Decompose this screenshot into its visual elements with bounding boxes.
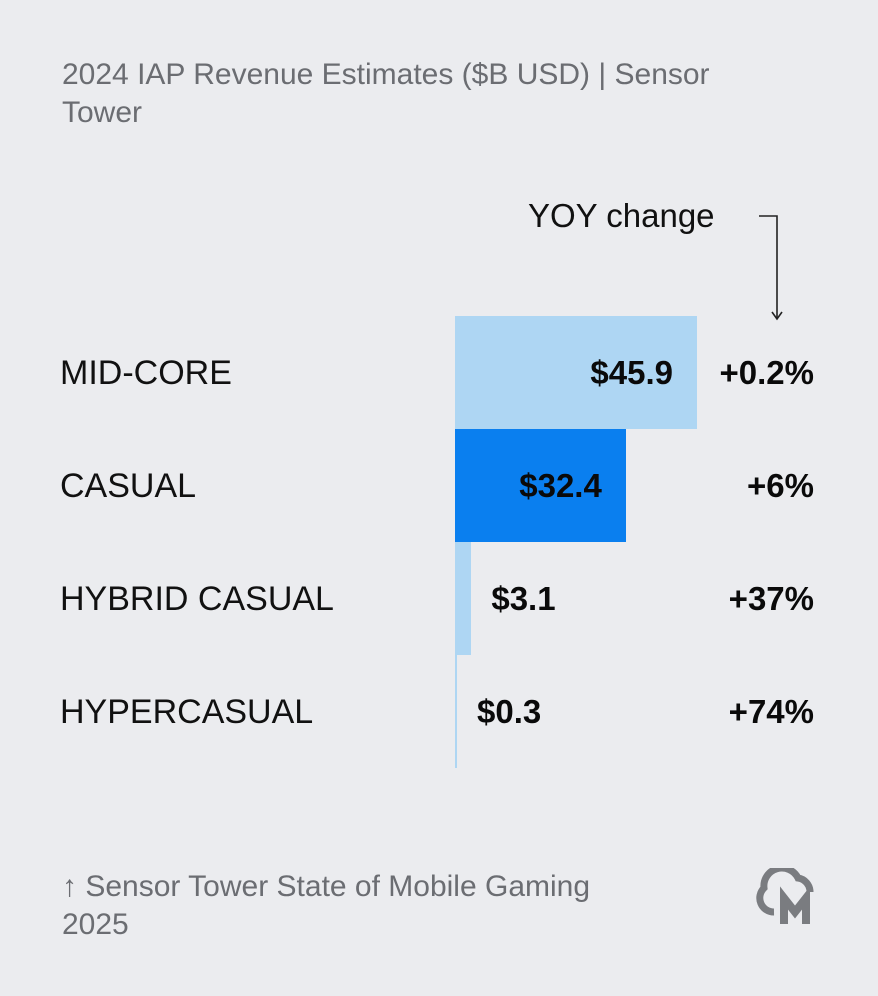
yoy-change-mid-core: +0.2% bbox=[719, 353, 815, 391]
source-note: ↑ Sensor Tower State of Mobile Gaming 20… bbox=[62, 870, 591, 941]
bar-hybrid-casual bbox=[455, 542, 472, 655]
value-label-hypercasual: $0.3 bbox=[477, 692, 542, 730]
down-arrow-icon bbox=[759, 215, 783, 321]
yoy-change-hybrid-casual: +37% bbox=[728, 579, 814, 617]
bar-hypercasual bbox=[455, 655, 457, 768]
yoy-change-casual: +6% bbox=[747, 466, 814, 504]
chart-title: 2024 IAP Revenue Estimates ($B USD) | Se… bbox=[62, 58, 710, 129]
category-label-mid-core: MID-CORE bbox=[60, 353, 232, 392]
category-label-casual: CASUAL bbox=[60, 466, 197, 505]
category-label-hybrid-casual: HYBRID CASUAL bbox=[60, 579, 334, 618]
bar-mid-core bbox=[455, 316, 697, 429]
category-label-hypercasual: HYPERCASUAL bbox=[60, 692, 314, 731]
value-label-mid-core: $45.9 bbox=[590, 353, 673, 391]
cloud-m-logo-icon bbox=[756, 868, 814, 924]
value-label-hybrid-casual: $3.1 bbox=[491, 579, 556, 617]
yoy-change-header: YOY change bbox=[528, 197, 715, 234]
bar-casual bbox=[455, 429, 626, 542]
yoy-change-hypercasual: +74% bbox=[728, 692, 814, 730]
value-label-casual: $32.4 bbox=[519, 466, 602, 504]
